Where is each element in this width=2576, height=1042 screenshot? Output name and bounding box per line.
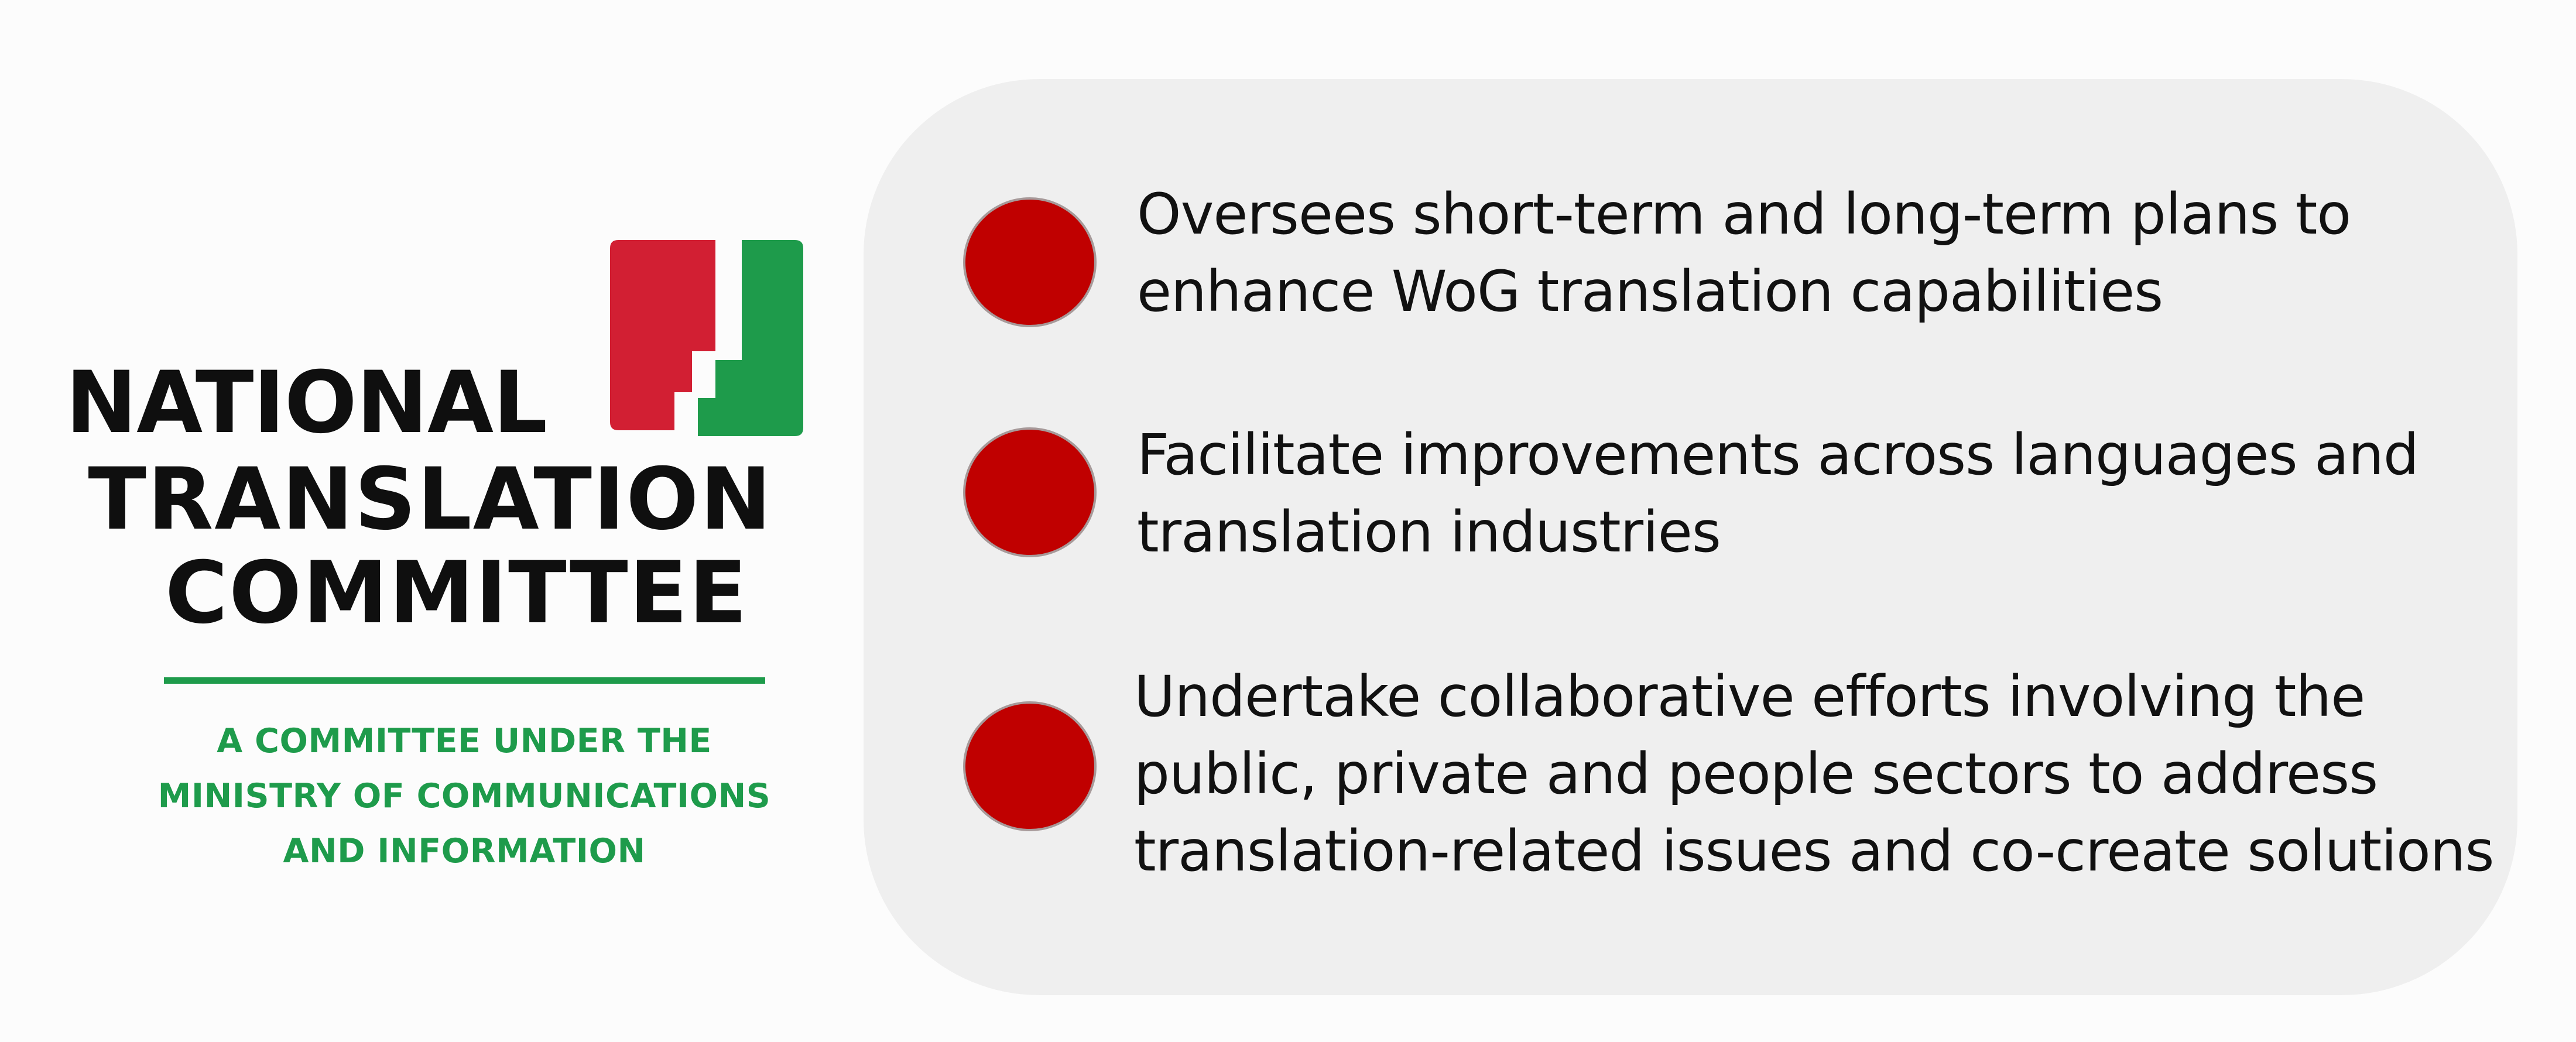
responsibility-item-line: Facilitate improvements across languages…: [1137, 422, 2419, 488]
responsibility-item-line: enhance WoG translation capabilities: [1137, 259, 2163, 324]
logo-subtitle-line: A COMMITTEE UNDER THE: [217, 722, 712, 760]
logo-divider: [164, 677, 765, 684]
bullet-dot-icon: [963, 197, 1097, 327]
logo-subtitle-line: MINISTRY OF COMMUNICATIONS: [157, 777, 771, 815]
logo-word-translation: TRANSLATION: [88, 450, 773, 549]
responsibility-item-line: Oversees short-term and long-term plans …: [1137, 181, 2351, 247]
logo-word-national: NATIONAL: [66, 353, 547, 453]
logo-word-committee: COMMITTEE: [165, 543, 749, 643]
responsibility-item-line: public, private and people sectors to ad…: [1134, 741, 2378, 807]
responsibility-item: Undertake collaborative efforts involvin…: [1134, 658, 2495, 890]
responsibilities-panel: [864, 79, 2517, 995]
responsibility-item-line: Undertake collaborative efforts involvin…: [1134, 664, 2365, 729]
responsibility-item: Facilitate improvements across languages…: [1137, 416, 2419, 571]
bullet-dot-icon: [963, 427, 1097, 557]
responsibility-item: Oversees short-term and long-term plans …: [1137, 176, 2351, 330]
logo-subtitle-line: AND INFORMATION: [283, 832, 646, 870]
national-translation-committee-logo: NATIONAL TRANSLATION COMMITTEE A COMMITT…: [0, 0, 855, 1042]
responsibility-item-line: translation-related issues and co-create…: [1134, 818, 2495, 884]
bullet-dot-icon: [963, 701, 1097, 831]
responsibility-item-line: translation industries: [1137, 499, 1721, 565]
ntc-logo-mark-icon: [610, 240, 803, 436]
